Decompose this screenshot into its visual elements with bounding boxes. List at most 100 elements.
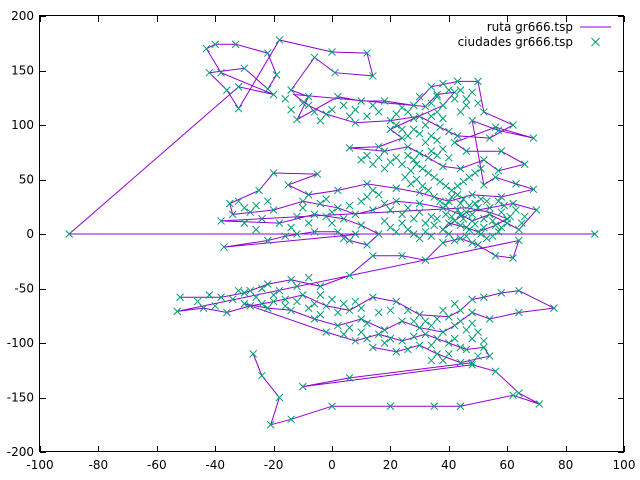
city-marker	[293, 115, 301, 124]
city-marker	[269, 291, 278, 299]
city-marker	[471, 169, 479, 177]
city-marker	[351, 230, 360, 238]
city-marker	[430, 193, 439, 201]
city-marker	[173, 307, 182, 316]
city-marker	[509, 391, 517, 400]
city-marker	[444, 127, 453, 136]
city-marker	[386, 206, 395, 214]
city-marker	[439, 225, 447, 234]
city-marker	[433, 108, 441, 116]
city-marker	[392, 347, 401, 356]
city-marker	[339, 101, 348, 110]
city-marker	[439, 238, 447, 247]
x-tick-label: -60	[147, 458, 167, 472]
city-marker	[456, 221, 465, 230]
city-marker	[474, 203, 482, 212]
city-marker	[310, 227, 319, 236]
plot-frame	[39, 15, 624, 452]
city-marker	[485, 352, 494, 360]
city-marker	[369, 251, 377, 260]
city-marker	[374, 308, 383, 317]
x-tick-label: -100	[26, 458, 53, 472]
city-marker	[374, 230, 383, 238]
city-marker	[474, 77, 482, 86]
city-marker	[223, 308, 231, 317]
city-marker	[310, 108, 319, 116]
city-marker	[433, 92, 441, 101]
city-marker	[363, 151, 371, 160]
city-marker	[287, 306, 295, 315]
city-marker	[512, 180, 520, 188]
city-marker	[205, 68, 214, 77]
city-marker	[468, 116, 477, 125]
city-marker	[269, 169, 278, 177]
city-marker	[491, 173, 500, 182]
city-marker	[401, 173, 409, 182]
city-marker	[439, 162, 447, 171]
city-marker	[450, 94, 459, 103]
city-marker	[479, 336, 488, 345]
city-marker	[529, 134, 538, 142]
legend-label-route: ruta gr666.tsp	[487, 20, 573, 34]
city-marker	[357, 328, 366, 336]
city-marker	[380, 339, 389, 347]
city-marker	[406, 166, 415, 175]
city-marker	[313, 170, 322, 178]
city-marker	[444, 153, 453, 162]
city-marker	[427, 112, 436, 121]
city-marker	[357, 304, 366, 312]
city-marker	[404, 151, 412, 160]
city-marker	[304, 219, 313, 227]
city-marker	[415, 188, 424, 197]
city-marker	[310, 210, 319, 219]
city-marker	[345, 112, 354, 121]
city-marker	[65, 230, 74, 238]
city-marker	[456, 317, 465, 326]
city-marker	[345, 201, 354, 210]
city-marker	[240, 289, 249, 297]
city-marker	[310, 53, 319, 62]
city-marker	[363, 112, 371, 121]
city-marker	[468, 295, 477, 304]
city-marker	[202, 44, 211, 53]
city-marker	[223, 86, 231, 94]
city-marker	[392, 110, 401, 118]
city-marker	[421, 317, 430, 326]
city-marker	[494, 166, 503, 175]
route-segment	[177, 237, 556, 364]
city-marker	[249, 350, 258, 358]
city-marker	[199, 304, 208, 312]
city-marker	[462, 326, 471, 334]
city-marker	[430, 402, 439, 411]
city-marker	[369, 343, 377, 352]
city-marker	[444, 86, 453, 94]
city-marker	[427, 321, 436, 330]
city-marker	[456, 306, 465, 315]
city-marker	[439, 114, 447, 123]
city-marker	[234, 82, 243, 91]
city-marker	[269, 297, 278, 306]
city-marker	[406, 180, 415, 188]
city-marker	[418, 164, 427, 173]
city-marker	[263, 280, 272, 288]
city-marker	[520, 212, 529, 221]
city-marker	[328, 295, 336, 304]
city-marker	[421, 138, 430, 147]
city-marker	[345, 144, 354, 152]
city-marker	[482, 197, 491, 206]
city-marker	[453, 77, 462, 86]
city-marker	[398, 251, 406, 260]
city-marker	[374, 108, 383, 116]
legend-label-cities: ciudades gr666.tsp	[458, 35, 573, 49]
city-marker	[351, 105, 360, 114]
city-marker	[363, 49, 371, 57]
city-marker	[433, 90, 441, 99]
city-marker	[509, 254, 517, 262]
city-marker	[258, 284, 266, 293]
city-marker	[246, 302, 255, 310]
city-marker	[304, 304, 313, 312]
city-marker	[374, 190, 383, 199]
legend-swatch-cities	[591, 37, 600, 47]
